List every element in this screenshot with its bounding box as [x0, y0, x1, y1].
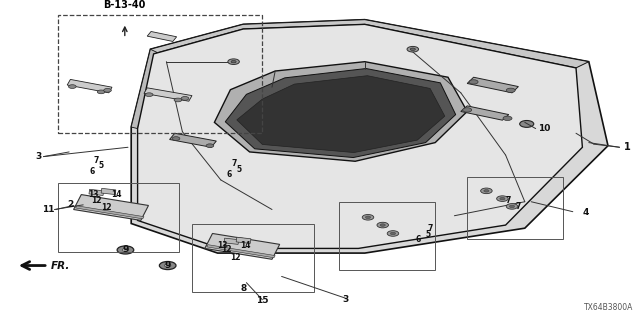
Polygon shape — [461, 106, 509, 120]
Circle shape — [117, 246, 134, 254]
Circle shape — [231, 60, 236, 63]
Circle shape — [362, 214, 374, 220]
Text: 6: 6 — [416, 235, 421, 244]
Circle shape — [206, 144, 214, 148]
Circle shape — [506, 88, 515, 92]
Text: 11: 11 — [42, 205, 54, 214]
Polygon shape — [89, 189, 104, 196]
Polygon shape — [207, 245, 275, 258]
Text: B-13-40: B-13-40 — [104, 0, 146, 10]
Text: 7: 7 — [94, 156, 99, 165]
Text: 8: 8 — [240, 284, 246, 293]
Circle shape — [484, 189, 489, 192]
Circle shape — [159, 261, 176, 269]
Text: 12: 12 — [221, 245, 231, 254]
Text: 4: 4 — [582, 208, 589, 217]
Polygon shape — [467, 77, 518, 93]
Circle shape — [463, 108, 472, 112]
Circle shape — [228, 59, 239, 64]
Text: 9: 9 — [122, 245, 129, 254]
Circle shape — [520, 121, 534, 127]
Polygon shape — [101, 188, 116, 195]
Circle shape — [145, 93, 153, 97]
Circle shape — [164, 264, 171, 267]
Circle shape — [410, 48, 415, 51]
Text: 10: 10 — [538, 124, 550, 133]
Text: 7: 7 — [515, 202, 520, 211]
Circle shape — [509, 205, 515, 208]
Text: 5: 5 — [236, 164, 241, 173]
Text: 6: 6 — [227, 170, 232, 179]
Polygon shape — [67, 79, 112, 93]
Text: 14: 14 — [240, 241, 250, 250]
Text: 12: 12 — [101, 204, 111, 212]
Polygon shape — [205, 234, 280, 259]
Circle shape — [377, 222, 388, 228]
Circle shape — [380, 224, 385, 226]
Circle shape — [97, 90, 105, 94]
Polygon shape — [144, 88, 192, 101]
Circle shape — [122, 248, 129, 252]
Polygon shape — [150, 20, 589, 68]
Polygon shape — [237, 76, 445, 153]
Circle shape — [68, 85, 76, 88]
Text: 9: 9 — [164, 261, 171, 270]
Text: 2: 2 — [67, 200, 74, 209]
Text: 13: 13 — [88, 190, 99, 199]
Circle shape — [500, 197, 505, 200]
Polygon shape — [74, 195, 148, 220]
Circle shape — [407, 46, 419, 52]
Polygon shape — [131, 49, 157, 129]
Polygon shape — [76, 206, 144, 219]
Text: 1: 1 — [624, 142, 631, 152]
Text: 5: 5 — [426, 230, 431, 239]
Circle shape — [104, 88, 111, 92]
Circle shape — [497, 196, 508, 201]
Text: 12: 12 — [230, 253, 241, 262]
Polygon shape — [224, 238, 239, 244]
Circle shape — [365, 216, 371, 219]
Polygon shape — [131, 20, 608, 253]
Circle shape — [387, 231, 399, 236]
Text: 13: 13 — [218, 241, 228, 250]
Text: 12: 12 — [91, 196, 101, 205]
Text: 7: 7 — [428, 224, 433, 233]
Circle shape — [390, 232, 396, 235]
Circle shape — [469, 80, 478, 84]
Circle shape — [174, 98, 182, 102]
Circle shape — [506, 204, 518, 209]
Text: 6: 6 — [90, 167, 95, 176]
Text: FR.: FR. — [51, 260, 70, 270]
Text: 7: 7 — [506, 196, 511, 205]
Polygon shape — [147, 31, 177, 42]
Circle shape — [172, 137, 180, 140]
Circle shape — [481, 188, 492, 194]
Polygon shape — [236, 237, 251, 244]
Text: 14: 14 — [111, 190, 121, 199]
Text: 3: 3 — [35, 152, 42, 161]
Polygon shape — [138, 24, 582, 248]
Text: 15: 15 — [256, 296, 269, 305]
Text: TX64B3800A: TX64B3800A — [584, 303, 634, 312]
Polygon shape — [170, 133, 216, 147]
Text: 5: 5 — [99, 162, 104, 171]
Circle shape — [181, 97, 189, 100]
Polygon shape — [225, 68, 456, 157]
Text: 3: 3 — [342, 295, 349, 304]
Text: 7: 7 — [232, 159, 237, 168]
Polygon shape — [214, 62, 467, 161]
Circle shape — [503, 116, 512, 121]
